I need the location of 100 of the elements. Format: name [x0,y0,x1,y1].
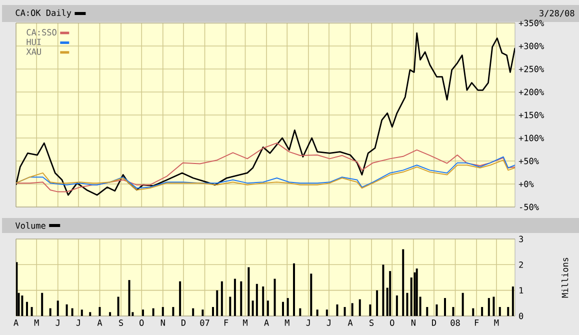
bar [498,307,501,316]
bar [98,307,101,316]
bar [220,281,223,316]
x-tick-label: A [264,320,269,326]
bar [512,286,514,316]
y-tick-label: +350% [518,20,544,26]
y-tick-label: 2 [519,262,523,268]
bar [488,298,490,316]
x-tick-label: J [326,320,330,326]
bar [462,292,464,316]
bar [229,296,232,316]
bar [292,263,295,316]
bar [444,298,446,316]
y-tick-label: 0 [519,312,524,320]
y-tick-label: +200% [518,88,544,96]
x-tick-label: M [34,320,39,326]
bar [369,304,372,316]
bar [216,290,218,316]
bar [117,296,120,316]
x-tick-label: 07 [200,320,210,326]
bar [389,271,392,316]
bar [426,307,428,316]
bar [416,268,418,316]
bar [452,307,454,316]
bar [326,310,328,316]
bar [26,302,28,316]
x-tick-label: A [97,320,102,326]
bar [41,292,44,316]
bar [21,295,24,316]
x-tick-label: F [474,320,479,326]
y-tick-label: 3 [519,236,524,242]
bar [172,307,174,316]
bar [234,278,236,316]
bar [56,300,59,316]
bar [414,272,416,316]
x-tick-label: J [76,320,80,326]
bar [507,307,510,316]
bar [71,308,74,316]
bar [406,292,408,316]
bar [262,286,264,316]
x-tick-label: A [14,320,18,326]
bar [358,299,361,316]
bar [256,284,258,316]
bar [274,278,276,316]
bar [282,302,284,316]
bar [192,308,194,316]
x-tick-label: J [56,320,60,326]
x-tick-label: O [140,320,144,326]
bar [481,307,484,316]
bar [142,310,144,316]
legend-label: HUI [26,38,41,46]
x-tick-label: N [160,320,165,326]
legend-label: Volume [15,222,46,229]
bar [252,300,254,316]
bar [240,281,242,316]
y-tick-label: 1 [520,287,524,294]
bar [316,310,318,316]
bar [179,281,182,316]
x-tick-label: A [348,320,353,326]
bar [152,308,154,316]
y-tick-label: +100% [518,134,544,142]
legend-label: CA:SSO [26,29,56,36]
bar [89,312,92,316]
y-tick-label: +300% [518,42,544,50]
x-tick-label: N [411,320,416,326]
text: 3/28/08 [540,10,574,18]
bar [202,310,204,316]
bar [402,249,404,316]
bar [49,308,52,316]
x-tick-label: M [494,320,499,326]
x-tick-label: D [432,320,436,326]
y-tick-label: +50% [518,158,539,164]
bar [162,307,164,316]
bar [286,298,289,316]
bar [128,280,130,316]
x-tick-label: 08 [450,320,460,326]
line-series [16,142,515,192]
bar [351,303,354,316]
bar [472,308,474,316]
bar [436,304,438,316]
bar [396,295,398,316]
x-tick-label: J [306,320,310,326]
bar [109,312,112,316]
bar [266,300,269,316]
bar [492,296,495,316]
bar [376,290,378,316]
legend-label: XAU [26,48,41,55]
bar [299,308,302,316]
bar [344,307,346,316]
bar [310,274,312,316]
bar [382,264,384,316]
x-tick-label: O [390,320,394,326]
x-tick-label: M [284,320,290,326]
x-tick-label: F [224,320,228,326]
x-tick-label: S [370,320,374,326]
bar [80,310,83,316]
y-tick-label: -50% [520,204,539,210]
x-tick-label: D [181,320,186,326]
y-tick-label: +150% [518,112,544,118]
x-tick-label: S [119,320,124,326]
